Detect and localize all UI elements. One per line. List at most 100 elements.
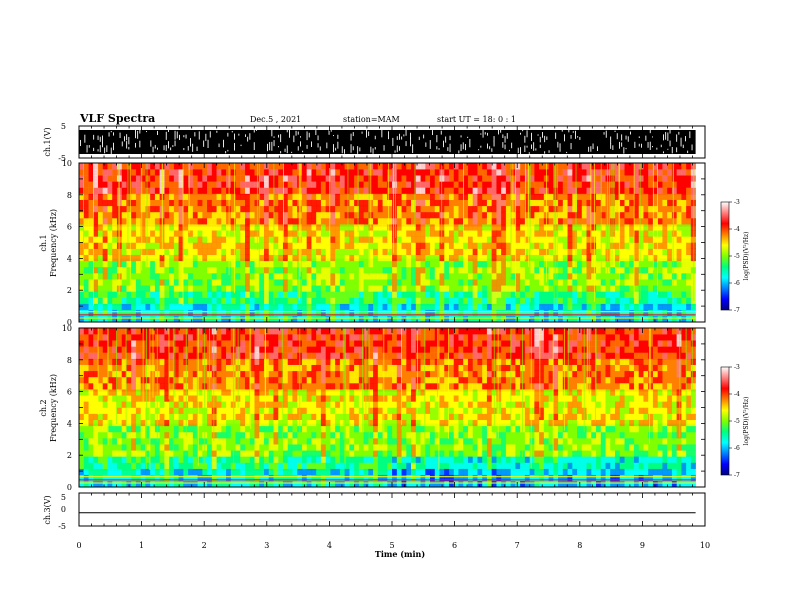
spectrogram-cell	[173, 205, 179, 213]
spectrogram-cell	[131, 291, 137, 298]
ch1-waveform-gap	[399, 146, 400, 151]
spectrogram-cell	[505, 315, 511, 323]
spectrogram-cell	[458, 285, 464, 292]
spectrogram-cell	[240, 383, 246, 390]
ch1-waveform-gap	[174, 130, 176, 140]
spectrogram-cell	[121, 444, 127, 451]
spectrogram-cell	[259, 266, 265, 274]
spectrogram-cell	[159, 401, 165, 408]
spectrogram-cell	[121, 328, 127, 335]
spectrogram-cell	[169, 230, 175, 237]
ch1-waveform-gap	[645, 135, 647, 141]
spectrogram-cell	[510, 260, 516, 268]
spectrogram-cell	[216, 340, 222, 347]
ch1-waveform-gap	[544, 135, 546, 143]
spectrogram-cell	[268, 285, 274, 292]
spectrogram-cell	[358, 260, 364, 268]
spectrogram-cell	[676, 315, 682, 323]
ch1-waveform-gap	[649, 141, 651, 150]
spectrogram-cell	[429, 303, 436, 311]
spectrogram-cell	[135, 413, 141, 421]
spectrogram-cell	[591, 315, 597, 323]
spectrogram-cell	[197, 285, 203, 292]
spectrogram-cell	[434, 187, 440, 194]
spectrogram-cell	[211, 199, 217, 207]
spectrogram-cell	[268, 273, 274, 280]
spectrogram-cell	[429, 181, 436, 188]
spectrogram-cell	[686, 175, 692, 182]
spectrogram-cell	[245, 309, 251, 317]
spectrogram-cell	[202, 297, 208, 304]
spectrogram-cell	[596, 273, 602, 280]
spectrogram-cell	[249, 273, 255, 280]
spectrogram-cell	[453, 309, 459, 317]
spectrogram-cell	[463, 279, 469, 286]
spectrogram-cell	[192, 163, 198, 170]
spectrogram-cell	[164, 474, 170, 482]
spectrogram-cell	[245, 389, 251, 396]
spectrogram-cell	[596, 291, 602, 298]
spectrogram-cell	[268, 254, 274, 262]
spectrogram-cell	[107, 169, 113, 176]
spectrogram-cell	[596, 303, 602, 311]
spectrogram-cell	[297, 285, 303, 292]
spectrogram-cell	[202, 279, 208, 286]
spectrogram-cell	[662, 291, 668, 298]
spectrogram-cell	[501, 266, 507, 274]
spectrogram-cell	[657, 242, 663, 249]
spectrogram-cell	[429, 193, 436, 200]
spectrogram-cell	[121, 254, 127, 262]
spectrogram-cell	[325, 254, 331, 262]
spectrogram-cell	[83, 364, 89, 372]
spectrogram-cell	[605, 297, 611, 304]
spectrogram-cell	[240, 279, 246, 286]
spectrogram-cell	[235, 285, 241, 292]
spectrogram-cell	[643, 211, 649, 219]
spectrogram-cell	[259, 297, 265, 304]
spectrogram-cell	[505, 211, 511, 219]
spectrogram-cell	[406, 163, 412, 170]
ch1-waveform-gap	[614, 130, 616, 132]
spectrogram-cell	[377, 260, 383, 268]
spectrogram-cell	[581, 163, 587, 170]
spectrogram-cell	[482, 169, 488, 176]
spectrogram-cell	[297, 279, 303, 286]
spectrogram-cell	[614, 181, 621, 188]
spectrogram-cell	[263, 273, 270, 280]
spectrogram-cell	[534, 279, 540, 286]
spectrogram-cell	[572, 279, 578, 286]
ch1-waveform-gap	[293, 135, 295, 143]
spectrogram-cell	[524, 248, 530, 256]
spectrogram-cell	[121, 462, 127, 469]
spectrogram-cell	[648, 211, 654, 219]
spectrogram-cell	[221, 303, 227, 311]
spectrogram-cell	[150, 431, 156, 439]
spectrogram-cell	[292, 205, 298, 213]
spectrogram-cell	[614, 254, 621, 262]
spectrogram-cell	[93, 438, 99, 445]
spectrogram-cell	[382, 181, 388, 188]
spectrogram-cell	[686, 199, 692, 207]
spectrogram-cell	[676, 193, 682, 200]
spectrogram-cell	[121, 334, 127, 341]
spectrogram-cell	[254, 450, 260, 457]
spectrogram-cell	[662, 273, 668, 280]
spectrogram-cell	[681, 193, 687, 200]
spectrogram-cell	[577, 181, 583, 188]
spectrogram-cell	[671, 187, 677, 194]
spectrogram-cell	[600, 315, 606, 323]
spectrogram-cell	[131, 266, 137, 274]
spectrogram-cell	[477, 248, 483, 256]
spectrogram-cell	[216, 462, 222, 469]
spectrogram-cell	[482, 199, 488, 207]
spectrogram-cell	[178, 480, 184, 488]
spectrogram-cell	[249, 236, 255, 243]
spectrogram-cell	[211, 413, 217, 421]
spectrogram-cell	[652, 266, 658, 274]
spectrogram-cell	[652, 236, 658, 243]
spectrogram-cell	[619, 260, 625, 268]
spectrogram-cell	[245, 376, 251, 384]
spectrogram-cell	[325, 181, 331, 188]
spectrogram-cell	[297, 297, 303, 304]
spectrogram-cell	[116, 450, 122, 457]
